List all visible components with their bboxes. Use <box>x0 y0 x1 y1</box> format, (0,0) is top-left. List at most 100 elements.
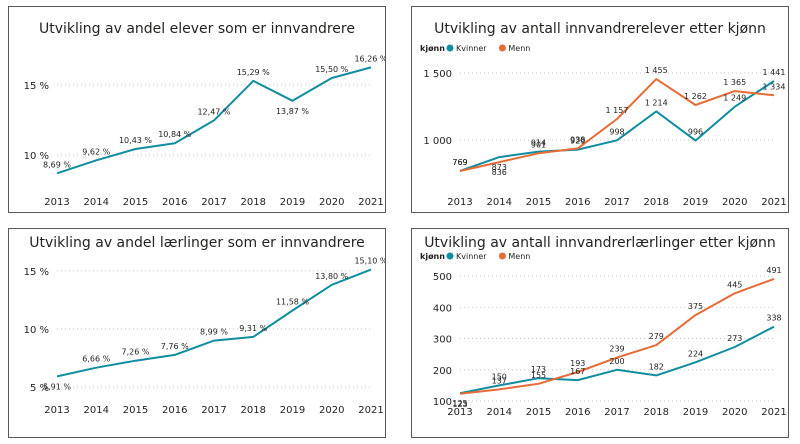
x-tick-label: 2021 <box>358 405 383 416</box>
y-tick-label: 10 % <box>24 151 49 162</box>
legend-marker-kvinner <box>446 252 454 260</box>
x-tick-label: 2020 <box>319 197 344 208</box>
y-tick-label: 15 % <box>24 81 49 92</box>
x-tick-label: 2013 <box>44 405 69 416</box>
data-label: 769 <box>452 158 467 167</box>
chart-panel-antall-laerlinger-kjonn: Utvikling av antall innvandrerlærlinger … <box>411 228 789 438</box>
y-tick-label: 400 <box>433 303 452 314</box>
data-label: 13,87 % <box>276 107 309 116</box>
x-tick-label: 2019 <box>280 197 305 208</box>
x-tick-label: 2015 <box>123 197 148 208</box>
data-label: 996 <box>688 128 703 137</box>
legend-label-menn: Menn <box>508 252 530 261</box>
data-label: 11,58 % <box>276 298 309 307</box>
data-label: 5,91 % <box>43 382 71 391</box>
data-label: 10,84 % <box>158 130 191 139</box>
legend-marker-menn <box>498 252 506 260</box>
data-label: 167 <box>570 367 585 376</box>
x-tick-label: 2020 <box>722 197 747 208</box>
data-label: 15,50 % <box>315 65 348 74</box>
legend-title: kjønn <box>420 252 445 261</box>
x-tick-label: 2016 <box>565 407 590 418</box>
x-tick-label: 2017 <box>604 407 629 418</box>
data-label: 16,26 % <box>354 54 385 63</box>
data-label: 15,10 % <box>354 257 385 266</box>
data-label: 150 <box>492 372 507 381</box>
x-tick-label: 2015 <box>526 407 551 418</box>
series-line-andel <box>56 66 372 175</box>
x-tick-label: 2020 <box>319 405 344 416</box>
x-tick-label: 2014 <box>487 407 512 418</box>
y-tick-label: 10 % <box>24 325 49 336</box>
data-label: 10,43 % <box>119 136 152 145</box>
data-label: 12,47 % <box>197 107 230 116</box>
chart-panel-andel-elever: Utvikling av andel elever som er innvand… <box>8 6 386 213</box>
x-tick-label: 2018 <box>241 405 266 416</box>
x-tick-label: 2020 <box>722 407 747 418</box>
data-label: 123 <box>452 400 467 409</box>
x-tick-label: 2016 <box>162 405 187 416</box>
data-label: 6,66 % <box>82 355 110 364</box>
data-label: 13,80 % <box>315 272 348 281</box>
data-label: 173 <box>531 365 546 374</box>
chart-svg: Utvikling av antall innvandrerelever ett… <box>420 21 787 208</box>
data-label: 1 262 <box>684 92 707 101</box>
y-tick-label: 1 000 <box>423 136 452 147</box>
x-tick-label: 2014 <box>487 197 512 208</box>
y-tick-label: 100 <box>433 397 452 408</box>
series-line-andel <box>56 268 372 378</box>
x-tick-label: 2019 <box>683 197 708 208</box>
data-label: 998 <box>609 127 624 136</box>
x-tick-label: 2019 <box>280 405 305 416</box>
series-line-kvinner <box>459 80 775 172</box>
x-tick-label: 2013 <box>447 197 472 208</box>
x-tick-label: 2018 <box>644 407 669 418</box>
chart-panel-antall-elever-kjonn: Utvikling av antall innvandrerelever ett… <box>411 6 789 213</box>
legend-marker-menn <box>498 44 506 52</box>
data-label: 1 455 <box>645 66 668 75</box>
data-label: 1 249 <box>723 94 746 103</box>
x-tick-label: 2013 <box>44 197 69 208</box>
data-label: 137 <box>492 376 507 385</box>
y-tick-label: 300 <box>433 335 452 346</box>
x-tick-label: 2019 <box>683 407 708 418</box>
data-label: 1 157 <box>606 106 629 115</box>
x-tick-label: 2018 <box>644 197 669 208</box>
data-label: 1 214 <box>645 98 668 107</box>
chart-title: Utvikling av andel elever som er innvand… <box>39 21 355 37</box>
legend-label-menn: Menn <box>508 44 530 53</box>
data-label: 8,69 % <box>43 160 71 169</box>
x-tick-label: 2013 <box>447 407 472 418</box>
y-tick-label: 15 % <box>24 267 49 278</box>
data-label: 901 <box>531 140 546 149</box>
legend-marker-kvinner <box>446 44 454 52</box>
legend-title: kjønn <box>420 44 445 53</box>
x-tick-label: 2017 <box>201 197 226 208</box>
series-line-menn <box>459 78 775 172</box>
data-label: 279 <box>649 332 664 341</box>
data-label: 9,31 % <box>239 324 267 333</box>
data-label: 224 <box>688 349 703 358</box>
y-tick-label: 5 % <box>30 383 49 394</box>
data-label: 491 <box>766 266 781 275</box>
x-tick-label: 2017 <box>604 197 629 208</box>
chart-svg: Utvikling av antall innvandrerlærlinger … <box>420 235 787 418</box>
series-line-kvinner <box>459 325 775 395</box>
x-tick-label: 2021 <box>358 197 383 208</box>
x-tick-label: 2016 <box>565 197 590 208</box>
chart-title: Utvikling av andel lærlinger som er innv… <box>29 235 365 251</box>
chart-title: Utvikling av antall innvandrerlærlinger … <box>424 235 776 251</box>
data-label: 873 <box>492 163 507 172</box>
data-label: 445 <box>727 280 742 289</box>
x-tick-label: 2015 <box>526 197 551 208</box>
x-tick-label: 2021 <box>761 407 786 418</box>
data-label: 1 365 <box>723 78 746 87</box>
chart-svg: Utvikling av andel lærlinger som er innv… <box>24 235 385 416</box>
x-tick-label: 2021 <box>761 197 786 208</box>
data-label: 7,26 % <box>122 348 150 357</box>
data-label: 914 <box>531 139 546 148</box>
data-label: 9,62 % <box>82 147 110 156</box>
data-label: 125 <box>452 399 467 408</box>
data-label: 1 334 <box>763 82 786 91</box>
data-label: 338 <box>766 314 781 323</box>
